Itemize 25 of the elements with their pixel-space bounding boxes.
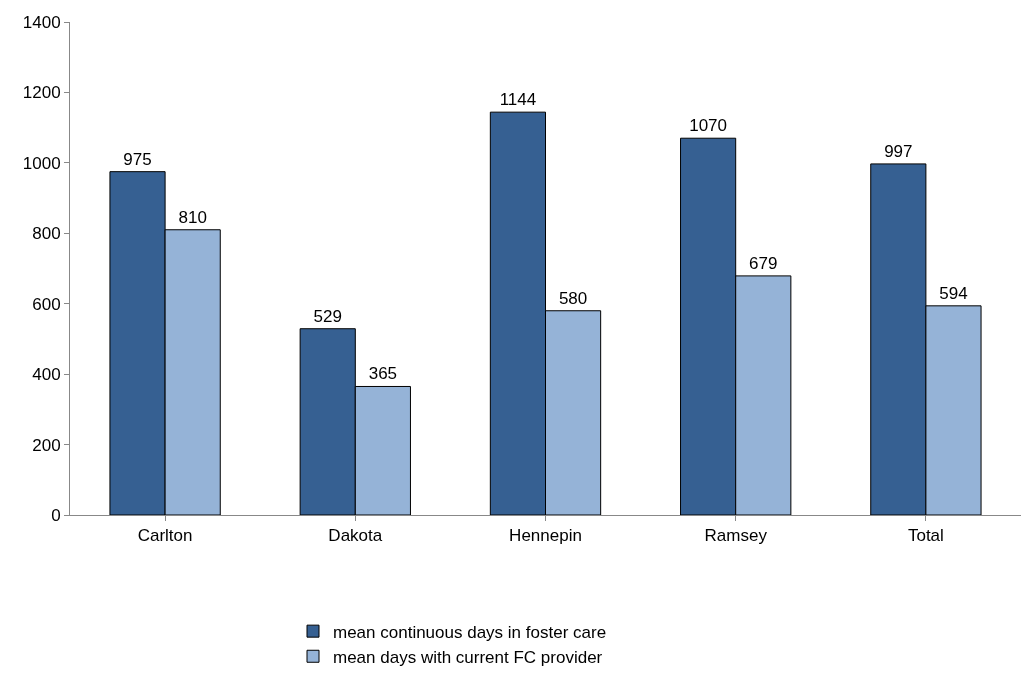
- y-tick-label: 600: [32, 294, 61, 314]
- y-tick-label: 1400: [22, 12, 61, 32]
- x-tick-label: Carlton: [137, 526, 193, 546]
- data-label: 997: [884, 141, 913, 161]
- x-tick-label: Hennepin: [509, 526, 582, 546]
- data-label: 580: [558, 288, 588, 308]
- y-tick-label: 400: [32, 365, 61, 385]
- legend-label: mean days with current FC provider: [333, 647, 603, 667]
- data-label: 594: [939, 283, 968, 303]
- y-tick-label: 1200: [22, 83, 61, 103]
- data-label: 1144: [499, 90, 537, 110]
- data-label: 679: [749, 253, 778, 273]
- data-label: 1070: [689, 116, 728, 136]
- legend-label: mean continuous days in foster care: [333, 622, 607, 642]
- data-label: 365: [368, 364, 398, 384]
- data-label: 975: [123, 149, 152, 169]
- y-tick-label: 800: [32, 224, 61, 244]
- y-tick-label: 1000: [22, 153, 61, 173]
- x-tick-label: Ramsey: [704, 526, 768, 546]
- data-label: 529: [313, 306, 342, 326]
- data-label: 810: [178, 207, 207, 227]
- y-tick-label: 200: [32, 435, 61, 455]
- y-tick-label: 0: [51, 505, 61, 525]
- x-tick-label: Dakota: [328, 526, 383, 546]
- x-tick-label: Total: [907, 526, 944, 546]
